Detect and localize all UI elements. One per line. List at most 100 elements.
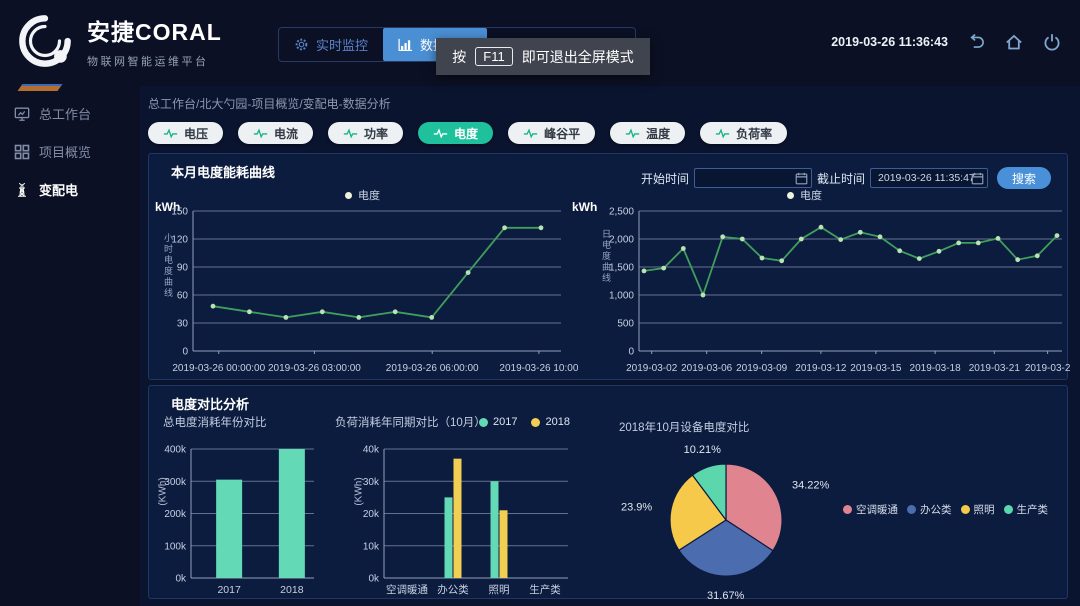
tower-icon	[18, 182, 26, 197]
hourly-legend: 电度	[345, 187, 380, 203]
svg-text:2017: 2017	[217, 584, 241, 596]
legend-item: 2018	[531, 416, 570, 428]
legend-label: 办公类	[920, 504, 952, 516]
svg-text:2019-03-09: 2019-03-09	[736, 363, 788, 374]
svg-text:400k: 400k	[164, 445, 187, 456]
calendar-icon[interactable]	[971, 172, 984, 185]
svg-text:0k: 0k	[175, 574, 187, 585]
filter-label: 温度	[646, 126, 671, 141]
legend-item: 生产类	[1003, 502, 1049, 517]
sidebar-item-power-distribution[interactable]: 变配电	[0, 174, 140, 205]
legend-dot	[907, 505, 916, 514]
timestamp: 2019-03-26 11:36:43	[831, 35, 948, 49]
legend-item: 办公类	[907, 502, 952, 517]
time-range-controls: 开始时间 截止时间 2019-03-26 11:35:47 搜	[641, 167, 1052, 189]
svg-text:2019-03-12: 2019-03-12	[795, 363, 847, 374]
svg-text:2019-03-26 00:00:00: 2019-03-26 00:00:00	[172, 363, 265, 374]
filter-label: 负荷率	[736, 126, 773, 141]
pulse-icon	[253, 127, 268, 139]
filter-label: 电流	[274, 126, 299, 141]
grid-icon	[14, 144, 30, 159]
brand: 安捷CORAL 物联网智能运维平台	[16, 12, 222, 70]
nav-realtime-monitor[interactable]: 实时监控	[279, 28, 383, 61]
legend-item: 空调暖通	[843, 502, 898, 517]
svg-text:办公类: 办公类	[437, 583, 469, 596]
sidebar-item-workbench[interactable]: 总工作台	[0, 98, 140, 129]
legend-label: 2017	[493, 416, 518, 428]
yearly-chart-title: 总电度消耗年份对比	[163, 417, 267, 429]
svg-text:2019-03-26 03:00:00: 2019-03-26 03:00:00	[268, 363, 361, 374]
sidebar-item-label: 项目概览	[39, 145, 92, 160]
breadcrumb: 总工作台/北大勺园-项目概览/变配电-数据分析	[148, 97, 391, 111]
load-bar-chart: 0k 10k 20k 30k 40k 空调暖通 办公类 照明 生产类	[363, 445, 568, 596]
legend-label: 2018	[545, 416, 570, 428]
monitor-icon	[14, 107, 30, 121]
svg-text:2019-03-18: 2019-03-18	[910, 363, 962, 374]
pulse-icon	[433, 127, 448, 139]
filter-energy[interactable]: 电度	[418, 122, 494, 144]
filter-power[interactable]: 功率	[328, 122, 404, 144]
svg-text:200k: 200k	[164, 509, 187, 520]
calendar-icon[interactable]	[795, 172, 808, 185]
filter-label: 功率	[364, 126, 389, 141]
end-time-input[interactable]: 2019-03-26 11:35:47	[870, 168, 989, 188]
fullscreen-tooltip: 按 F11 即可退出全屏模式	[436, 38, 650, 75]
f11-key: F11	[475, 47, 513, 66]
svg-text:2019-03-15: 2019-03-15	[850, 363, 902, 374]
home-icon[interactable]	[1004, 32, 1024, 52]
yearly-bar-chart: 0k 100k 200k 300k 400k 2017 2018	[164, 445, 314, 596]
sidebar-item-label: 变配电	[39, 183, 79, 198]
energy-curve-panel: 本月电度能耗曲线 电度 kWh 小时电度曲线 0 30 60 90 120 150 2019…	[148, 153, 1071, 380]
pulse-icon	[343, 127, 358, 139]
end-time-value: 2019-03-26 11:35:47	[878, 172, 975, 184]
gear-icon	[295, 38, 308, 51]
svg-text:2019-03-02: 2019-03-02	[626, 363, 678, 374]
filter-load-rate[interactable]: 负荷率	[700, 122, 788, 144]
legend-dot	[1003, 505, 1013, 514]
legend-dot	[479, 417, 488, 427]
svg-text:2,000: 2,000	[609, 235, 634, 246]
back-icon[interactable]	[966, 32, 986, 52]
start-time-input[interactable]	[694, 168, 813, 188]
svg-text:31.67%: 31.67%	[707, 590, 745, 602]
svg-text:40k: 40k	[363, 445, 380, 456]
y-axis-label: 小时电度曲线	[163, 233, 173, 299]
search-button[interactable]: 搜索	[997, 167, 1052, 189]
svg-text:60: 60	[177, 291, 189, 302]
panel-title: 电度对比分析	[171, 397, 250, 412]
svg-text:0: 0	[182, 347, 188, 358]
load-chart-title: 负荷消耗年同期对比（10月）	[335, 417, 486, 429]
nav-label: 实时监控	[316, 38, 369, 53]
legend-label: 生产类	[1016, 504, 1049, 516]
svg-text:120: 120	[171, 235, 188, 246]
legend-label: 电度	[800, 190, 822, 202]
legend-label: 照明	[973, 504, 995, 516]
pulse-icon	[163, 127, 178, 139]
pulse-icon	[715, 127, 730, 139]
header: 安捷CORAL 物联网智能运维平台 实时监控 数据分析	[0, 0, 1080, 86]
brand-name: 安捷CORAL	[87, 19, 222, 45]
power-icon[interactable]	[1042, 32, 1062, 52]
legend-dot	[787, 191, 794, 199]
svg-text:2019-03-26 06:00:00: 2019-03-26 06:00:00	[386, 363, 479, 374]
filter-voltage[interactable]: 电压	[148, 122, 224, 144]
svg-text:20k: 20k	[363, 509, 380, 520]
filter-current[interactable]: 电流	[238, 122, 314, 144]
svg-text:2019-03-06: 2019-03-06	[681, 363, 733, 374]
pulse-icon	[523, 127, 538, 139]
filter-temperature[interactable]: 温度	[610, 122, 686, 144]
legend-dot	[960, 505, 970, 514]
filter-label: 电度	[454, 126, 479, 141]
filter-peak-valley[interactable]: 峰谷平	[508, 122, 596, 144]
header-actions: 2019-03-26 11:36:43	[831, 32, 1062, 52]
svg-text:23.9%: 23.9%	[621, 502, 652, 514]
legend-dot	[345, 191, 352, 199]
y-axis-unit: kWh	[572, 200, 598, 214]
sidebar-item-projects[interactable]: 项目概览	[0, 136, 140, 167]
y-axis-label: 日电度曲线	[601, 229, 611, 284]
tooltip-prefix: 按	[452, 48, 467, 65]
svg-text:10.21%: 10.21%	[684, 444, 722, 456]
